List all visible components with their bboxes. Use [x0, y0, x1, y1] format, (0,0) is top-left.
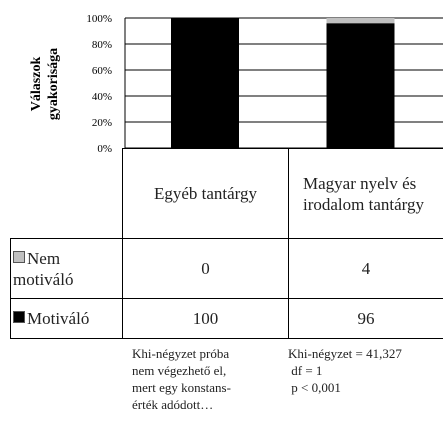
legend-key	[13, 250, 25, 263]
annotation: nem végezhető el,	[132, 363, 227, 378]
legend-label: Nem motiváló	[13, 248, 74, 289]
legend-cell: Motiváló	[10, 298, 123, 339]
y-tick-label: 20%	[92, 117, 112, 129]
value-cell: 0	[122, 238, 289, 299]
y-axis-label: Válaszok	[29, 57, 44, 112]
y-tick-label: 0%	[97, 143, 112, 155]
legend-entry: Nem motiváló	[13, 248, 122, 290]
bar-segment	[326, 18, 395, 24]
category-cell: Egyéb tantárgy	[122, 148, 289, 239]
value-cell: 96	[288, 298, 443, 339]
legend-key	[13, 311, 25, 323]
y-tick-label: 60%	[92, 65, 112, 77]
legend-entry: Motiváló	[13, 308, 89, 329]
y-tick-label: 100%	[86, 13, 112, 25]
annotation: mert egy konstans-	[132, 380, 231, 395]
annotation: érték adódott…	[132, 397, 214, 412]
category-cell: Magyar nyelv és irodalom tantárgy	[288, 148, 443, 239]
y-tick-label: 40%	[92, 91, 112, 103]
bar-segment	[326, 23, 395, 149]
annotation: Khi-négyzet próba	[132, 346, 230, 361]
legend-cell: Nem motiváló	[10, 238, 123, 299]
y-tick-label: 80%	[92, 39, 112, 51]
annotation: df = 1	[288, 363, 323, 378]
annotation: p < 0,001	[288, 380, 341, 395]
annotation: Khi-négyzet = 41,327	[288, 346, 402, 361]
value-cell: 100	[122, 298, 289, 339]
y-axis-label: gyakorisága	[46, 48, 61, 120]
legend-label: Motiváló	[27, 309, 90, 328]
bar-segment	[171, 18, 239, 148]
value-cell: 4	[288, 238, 443, 299]
